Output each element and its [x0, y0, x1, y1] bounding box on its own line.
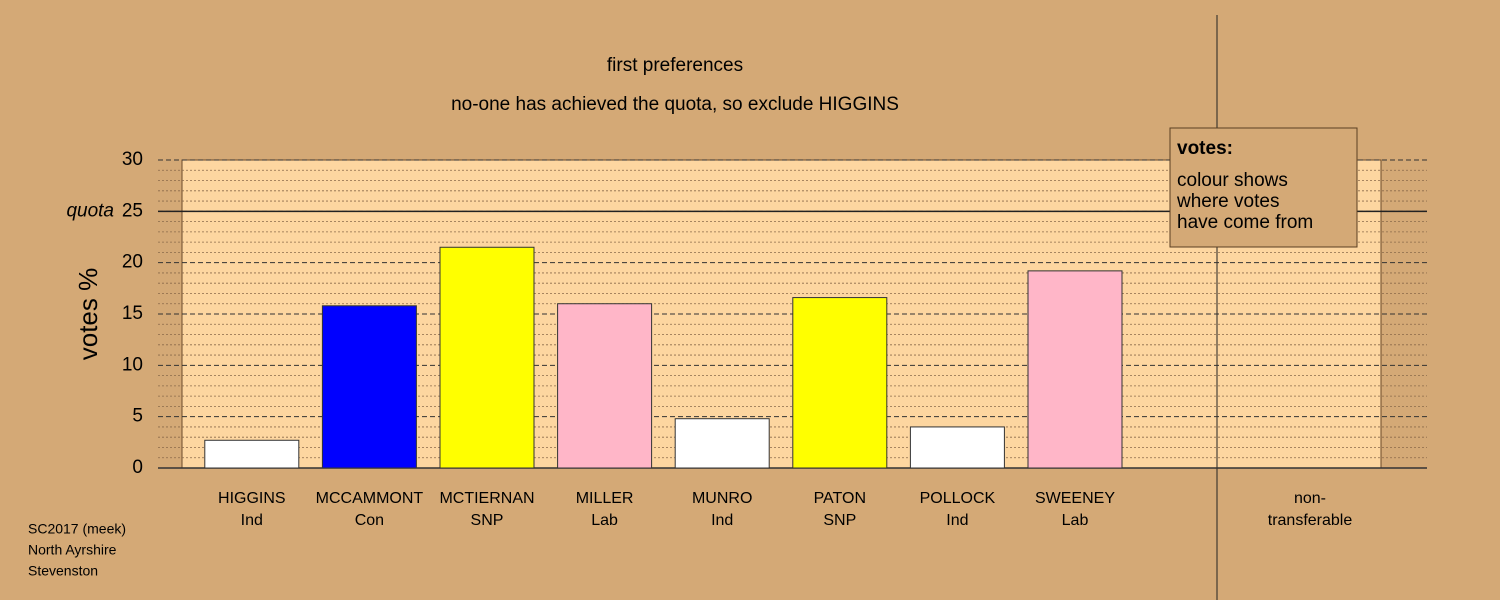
x-tick-label: non-: [1294, 490, 1326, 507]
x-tick-label: POLLOCK: [920, 490, 996, 507]
y-tick-label: 0: [132, 457, 143, 478]
quota-label: quota: [66, 200, 114, 221]
x-tick-party: Con: [355, 512, 384, 529]
bar: [1027, 270, 1123, 469]
y-tick-label: 25: [122, 200, 143, 221]
x-tick-label: PATON: [814, 490, 866, 507]
bar: [439, 246, 535, 469]
y-tick-label: 10: [122, 354, 143, 375]
x-tick-label: transferable: [1268, 512, 1353, 529]
y-tick-label: 30: [122, 149, 143, 170]
bar: [557, 303, 653, 469]
x-tick-label: MCTIERNAN: [439, 490, 534, 507]
x-tick-label: MILLER: [576, 490, 634, 507]
bar: [792, 297, 888, 469]
x-tick-label: MUNRO: [692, 490, 752, 507]
y-tick-label: 15: [122, 303, 143, 324]
footer-text: North Ayrshire: [28, 542, 117, 558]
x-tick-label: MCCAMMONT: [316, 490, 424, 507]
footer-text: SC2017 (meek): [28, 521, 126, 537]
legend-text: where votes: [1176, 191, 1279, 212]
x-tick-party: Lab: [591, 512, 618, 529]
chart-title: first preferences: [607, 55, 743, 76]
x-tick-label: SWEENEY: [1035, 490, 1115, 507]
y-axis-label: votes %: [73, 268, 103, 361]
bar: [321, 305, 417, 469]
y-tick-label: 5: [132, 406, 143, 427]
legend-title: votes:: [1177, 138, 1233, 159]
legend-box: [1169, 127, 1358, 248]
legend-text: have come from: [1177, 212, 1313, 233]
bar: [674, 418, 770, 469]
x-tick-party: SNP: [823, 512, 856, 529]
x-tick-party: Ind: [241, 512, 263, 529]
y-tick-label: 20: [122, 252, 143, 273]
x-tick-party: Ind: [711, 512, 733, 529]
x-tick-label: HIGGINS: [218, 490, 286, 507]
footer-text: Stevenston: [28, 563, 98, 579]
x-tick-party: Lab: [1062, 512, 1089, 529]
bar: [909, 426, 1005, 469]
legend-text: colour shows: [1177, 170, 1288, 191]
bar: [204, 439, 300, 469]
x-tick-party: Ind: [946, 512, 968, 529]
x-tick-party: SNP: [471, 512, 504, 529]
chart-subtitle: no-one has achieved the quota, so exclud…: [451, 94, 899, 115]
